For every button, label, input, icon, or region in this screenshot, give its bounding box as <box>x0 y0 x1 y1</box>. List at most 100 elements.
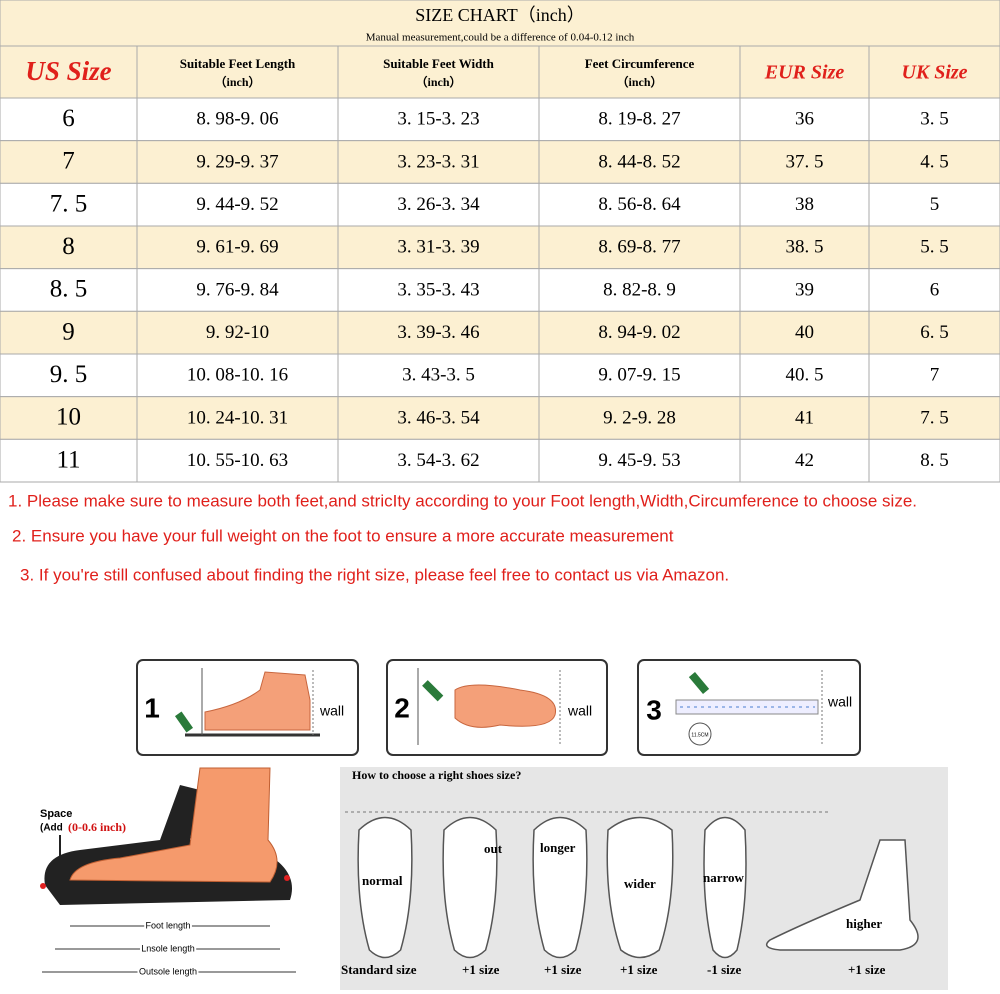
cell: 3. 15-3. 23 <box>397 109 479 130</box>
cell: 38. 5 <box>786 237 824 258</box>
cell: 8 <box>62 233 75 260</box>
cell: 6 <box>62 105 75 132</box>
header-row <box>0 45 1000 99</box>
foot-icon <box>454 684 557 728</box>
foot-diagram: Space (Add (0-0.6 inch) Foot length Lnso… <box>40 767 296 978</box>
cell: 9 <box>62 318 75 345</box>
guide-label: longer <box>540 840 576 855</box>
column-header: Suitable Feet Length <box>180 56 296 71</box>
cell: 9. 07-9. 15 <box>598 365 680 386</box>
cell: 8. 56-8. 64 <box>598 194 681 215</box>
table-row <box>0 438 1000 483</box>
steps: 1 wall 2 wall 3 11.5CM wall <box>136 659 861 756</box>
subtitle: Manual measurement,could be a difference… <box>366 32 635 44</box>
step-number: 3 <box>646 694 662 725</box>
pen-icon <box>422 680 444 702</box>
title: SIZE CHART（inch） <box>415 5 584 25</box>
range-label: (0-0.6 inch) <box>68 820 126 834</box>
column-header: US Size <box>25 56 111 86</box>
cell: 3. 26-3. 34 <box>397 194 480 215</box>
outsole-length-label: Outsole length <box>139 966 197 976</box>
size-guide: How to choose a right shoes size? normal… <box>340 767 948 990</box>
note: 3. If you're still confused about findin… <box>20 565 729 584</box>
side-foot <box>765 839 919 951</box>
cell: 6 <box>930 279 940 300</box>
cell: 9. 61-9. 69 <box>196 237 278 258</box>
cell: 3. 31-3. 39 <box>397 237 479 258</box>
cell: 3. 43-3. 5 <box>402 365 475 386</box>
cell: 3. 23-3. 31 <box>397 151 479 172</box>
guide-size-label: +1 size <box>848 962 886 977</box>
cell: 6. 5 <box>920 322 949 343</box>
cell: 40 <box>795 322 814 343</box>
column-header: UK Size <box>901 62 967 84</box>
footprint <box>703 816 747 959</box>
cell: 3. 46-3. 54 <box>397 407 480 428</box>
footprint <box>357 816 413 959</box>
step-number: 2 <box>394 692 410 723</box>
cell: 9. 76-9. 84 <box>196 279 279 300</box>
guide-size-label: +1 size <box>620 962 658 977</box>
cell: 9. 45-9. 53 <box>598 450 680 471</box>
cell: 10. 24-10. 31 <box>187 407 288 428</box>
note: 1. Please make sure to measure both feet… <box>8 491 917 510</box>
cell: 9. 44-9. 52 <box>196 194 278 215</box>
cell: 41 <box>795 407 814 428</box>
point <box>284 875 290 881</box>
column-unit: （inch） <box>214 74 260 89</box>
table-row <box>0 353 1000 398</box>
table-row <box>0 310 1000 355</box>
point <box>40 883 46 889</box>
cell: 7. 5 <box>50 190 88 217</box>
cell: 3. 54-3. 62 <box>397 450 479 471</box>
table-row <box>0 268 1000 312</box>
cell: 8. 44-8. 52 <box>598 151 680 172</box>
table-row <box>0 225 1000 270</box>
cell: 37. 5 <box>786 151 824 172</box>
guide-size-label: +1 size <box>462 962 500 977</box>
guide-label: higher <box>846 916 882 931</box>
step-number: 1 <box>144 692 160 723</box>
guide-label: narrow <box>703 870 745 885</box>
cell: 3. 39-3. 46 <box>397 322 479 343</box>
table-row <box>0 396 1000 440</box>
cell: 3. 5 <box>920 109 949 130</box>
table-row <box>0 140 1000 184</box>
guide-label: normal <box>362 873 403 888</box>
cell: 8. 94-9. 02 <box>598 322 680 343</box>
cell: 9. 92-10 <box>206 322 269 343</box>
guide-label: out <box>484 841 503 856</box>
cell: 9. 5 <box>50 361 88 388</box>
column-unit: （inch） <box>415 74 461 89</box>
cell: 10. 55-10. 63 <box>187 450 288 471</box>
wall-label: wall <box>827 694 852 710</box>
guide-title: How to choose a right shoes size? <box>352 768 521 782</box>
cell: 3. 35-3. 43 <box>397 279 479 300</box>
wall-label: wall <box>567 703 592 719</box>
pen-icon <box>174 711 194 733</box>
guide-label: wider <box>624 876 656 891</box>
footprint <box>606 816 674 959</box>
add-label: (Add <box>40 823 63 834</box>
cell: 39 <box>795 279 814 300</box>
column-header: EUR Size <box>764 62 845 84</box>
cell: 36 <box>795 109 814 130</box>
cell: 7 <box>62 148 75 175</box>
column-unit: （inch） <box>616 74 662 89</box>
cell: 11 <box>56 446 80 473</box>
footprint <box>532 816 588 959</box>
column-header: Suitable Feet Width <box>383 56 495 71</box>
wall-label: wall <box>319 703 344 719</box>
notes: 1. Please make sure to measure both feet… <box>8 491 917 584</box>
cell: 5. 5 <box>920 237 949 258</box>
badge <box>688 722 712 746</box>
cell: 9. 29-9. 37 <box>196 151 278 172</box>
cell: 8. 5 <box>920 450 949 471</box>
note: 2. Ensure you have your full weight on t… <box>12 526 674 545</box>
footprint <box>442 816 498 959</box>
cell: 10. 08-10. 16 <box>187 365 288 386</box>
cell: 8. 98-9. 06 <box>196 109 278 130</box>
cell: 8. 69-8. 77 <box>598 237 680 258</box>
mark-label: 11.5CM <box>691 732 708 738</box>
